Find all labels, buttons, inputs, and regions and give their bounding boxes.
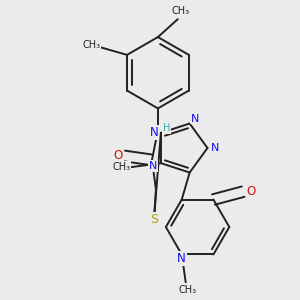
Text: CH₃: CH₃ (82, 40, 100, 50)
Text: O: O (247, 185, 256, 198)
Text: CH₃: CH₃ (178, 285, 197, 295)
Text: N: N (211, 143, 220, 153)
Text: O: O (114, 149, 123, 162)
Text: S: S (150, 213, 158, 226)
Text: CH₃: CH₃ (112, 162, 130, 172)
Text: N: N (150, 126, 158, 139)
Text: H: H (163, 123, 170, 133)
Text: N: N (190, 114, 199, 124)
Text: N: N (149, 161, 157, 171)
Text: N: N (177, 252, 186, 265)
Text: CH₃: CH₃ (172, 6, 190, 16)
